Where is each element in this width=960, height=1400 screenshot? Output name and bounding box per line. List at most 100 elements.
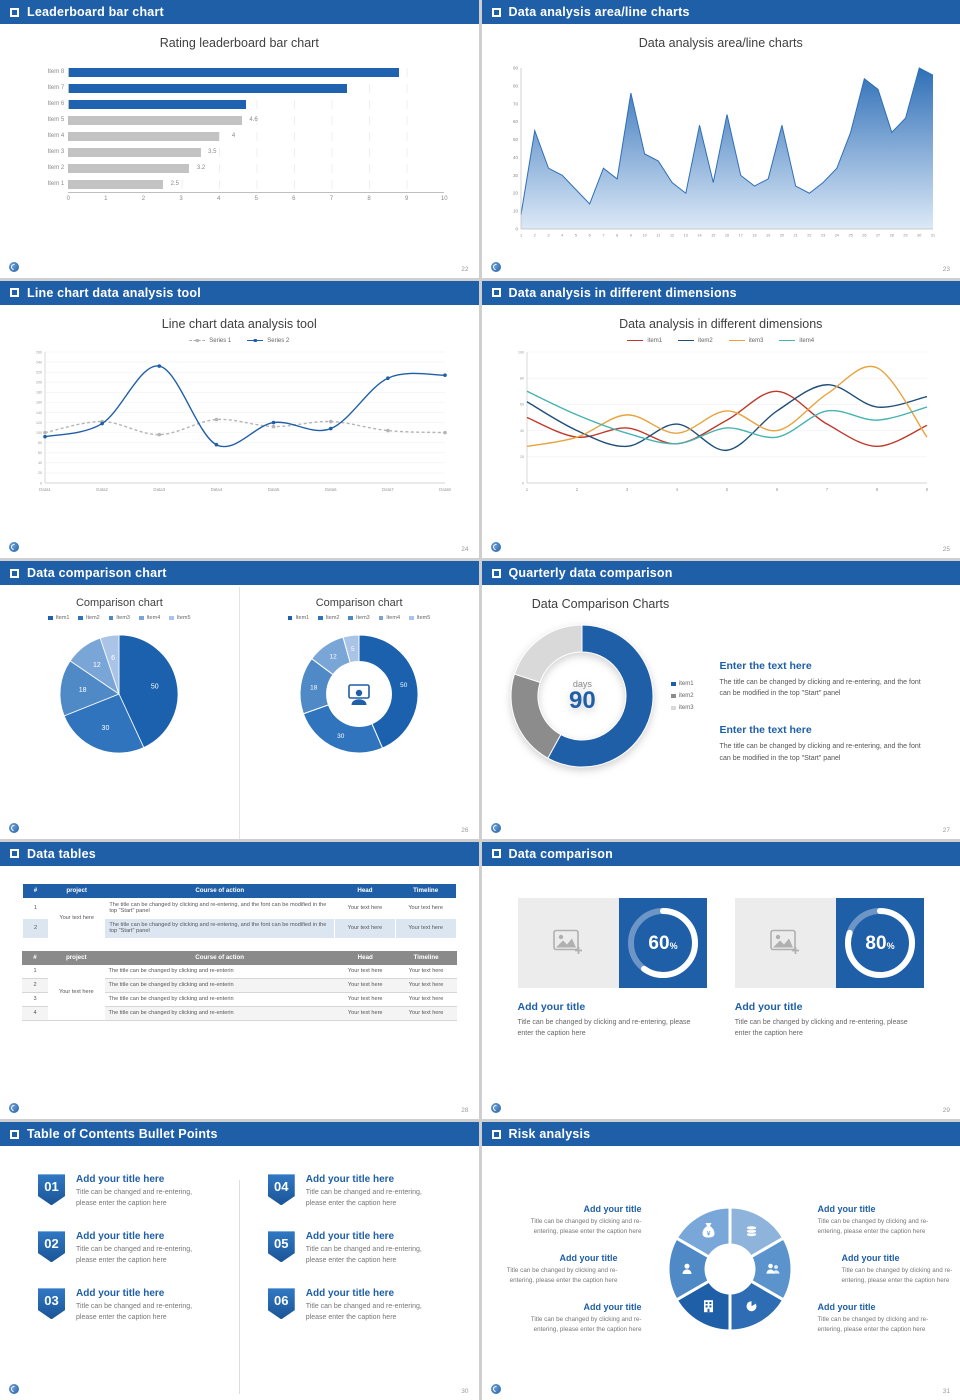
slide-body: Line chart data analysis tool Series 1 Se… [0,305,479,559]
svg-text:10: 10 [642,234,646,238]
svg-text:Data8: Data8 [439,487,451,492]
toc-item: 01 Add your title here Title can be chang… [38,1174,211,1209]
svg-text:20: 20 [780,234,784,238]
progress-panel: 60% [618,897,707,988]
chart-legend: item1 item2 item3 [671,681,694,711]
pie-chart-panel: Comparison chart Item1 Item2 Item3 Item4 Ite… [0,587,239,839]
svg-text:160: 160 [36,400,42,404]
slide-quarterly-comparison: Quarterly data comparison Data Compariso… [481,561,960,839]
svg-text:7: 7 [602,234,604,238]
toc-title: Add your title here [76,1231,165,1243]
slide-data-comparison-cards: Data comparison 60% Add your title Title… [481,841,960,1120]
slide-header-title: Line chart data analysis tool [27,285,201,300]
data-table-blue: # project Course of action Head Timeline 1 You… [22,883,457,939]
svg-text:1: 1 [520,234,522,238]
chart-legend: Item1 Item2 Item3 Item4 Item5 [287,615,430,621]
svg-text:2: 2 [576,487,579,492]
days-label: days [572,679,592,690]
line-chart: 0 20 40 60 80 100 120 140 160 180 200 220 240 260 Data… [23,346,455,496]
toc-item: 05 Add your title here Title can be chang… [267,1231,441,1266]
svg-text:30: 30 [102,725,110,732]
money-bag-icon: ¥ [702,1223,714,1238]
pie-chart: 50 30 18 12 6 [56,631,182,757]
svg-text:120: 120 [36,420,42,424]
svg-text:60: 60 [520,402,524,406]
page-number: 25 [942,546,950,554]
slide-header: Line chart data analysis tool [0,280,479,305]
page-number: 28 [461,1107,469,1115]
svg-text:Data5: Data5 [268,487,280,492]
svg-text:12: 12 [670,234,674,238]
svg-text:60%: 60% [648,933,677,954]
chart-legend: Item1 Item2 Item3 Item4 Item5 [48,615,191,621]
svg-text:26: 26 [862,234,866,238]
svg-text:30: 30 [917,234,921,238]
image-placeholder-icon [553,929,583,955]
svg-text:5: 5 [351,646,355,653]
chart-legend: item1 item2 item3 item4 [482,338,960,344]
svg-text:9: 9 [630,234,632,238]
chart-title: Comparison chart [75,597,163,610]
slide-header: Quarterly data comparison [481,561,960,586]
bullet-square-icon [10,1129,19,1139]
svg-text:80: 80 [520,376,524,380]
slide-data-comparison-chart: Data comparison chart Comparison chart I… [0,561,479,839]
brand-logo-icon [9,1103,19,1114]
bullet-square-icon [10,7,19,17]
svg-text:80%: 80% [865,933,894,954]
slide-header-title: Data comparison [508,846,613,861]
svg-text:1: 1 [526,487,529,492]
slide-body: Data analysis area/line charts 0 10 20 30 40… [482,24,960,278]
svg-text:80: 80 [38,441,42,445]
svg-text:4: 4 [676,487,679,492]
comparison-card: 60% Add your title Title can be changed … [517,897,707,1120]
svg-text:90: 90 [513,66,519,71]
donut-chart: 50 30 18 12 5 [296,631,422,757]
svg-text:Data2: Data2 [97,487,109,492]
svg-text:18: 18 [310,685,318,692]
slide-header: Data comparison chart [0,561,479,586]
toc-title: Add your title here [305,1174,395,1186]
svg-text:18: 18 [752,234,756,238]
toc-caption: Title can be changed and re-entering, pl… [305,1246,422,1264]
svg-text:240: 240 [36,360,42,364]
page-number: 22 [461,265,469,273]
pie-chart-icon [746,1301,756,1312]
progress-ring-chart: 80% [840,903,920,983]
brand-logo-icon [9,1384,19,1394]
svg-text:60: 60 [513,119,519,124]
bullet-square-icon [491,7,501,17]
toc-caption: Title can be changed and re-entering, pl… [76,1303,193,1321]
image-placeholder [517,897,619,988]
svg-text:0: 0 [522,481,524,485]
slide-header: Table of Contents Bullet Points [0,1122,479,1147]
toc-title: Add your title here [76,1288,165,1300]
slide-header: Leaderboard bar chart [0,0,479,24]
svg-text:9: 9 [926,487,929,492]
toc-title: Add your title here [305,1288,395,1300]
slide-body: 01 Add your title here Title can be chang… [0,1146,479,1400]
svg-text:50: 50 [513,137,519,142]
svg-text:40: 40 [513,155,519,160]
svg-text:5: 5 [575,234,577,238]
slide-header-title: Risk analysis [508,1127,591,1142]
toc-number-badge: 05 [267,1231,295,1263]
svg-text:17: 17 [738,234,742,238]
svg-text:260: 260 [36,350,42,354]
svg-text:140: 140 [36,410,42,414]
svg-text:Data7: Data7 [382,487,394,492]
bullet-square-icon [10,568,19,578]
svg-text:Data6: Data6 [325,487,337,492]
svg-text:22: 22 [807,234,811,238]
slide-header-title: Table of Contents Bullet Points [27,1127,218,1142]
chart-title: Comparison chart [315,597,403,610]
svg-text:20: 20 [520,455,524,459]
page-number: 31 [942,1388,950,1395]
svg-text:0: 0 [515,227,518,232]
bullet-square-icon [10,288,19,298]
slide-header-title: Leaderboard bar chart [27,5,164,19]
data-table-gray: # project Course of action Head Timeline 1 You… [22,950,457,1021]
svg-text:19: 19 [766,234,770,238]
page-number: 30 [461,1388,469,1395]
